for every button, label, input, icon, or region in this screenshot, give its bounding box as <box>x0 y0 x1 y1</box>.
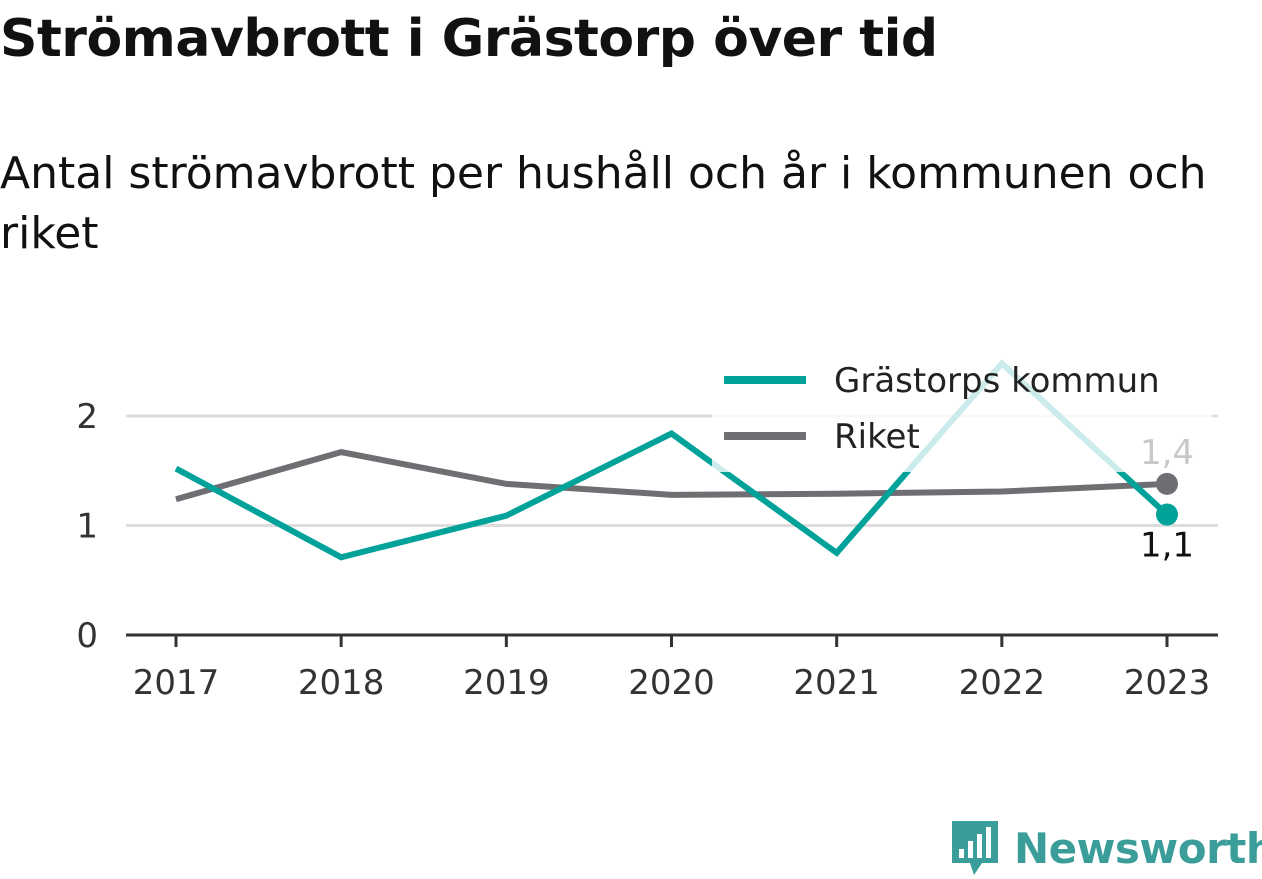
bar-chart-speech-bubble-icon <box>952 821 998 875</box>
x-tick-label: 2017 <box>133 663 220 703</box>
end-point-grastorps-kommun <box>1156 503 1178 526</box>
x-tick-label: 2020 <box>628 663 715 703</box>
end-label-riket: 1,4 <box>1140 433 1194 473</box>
series-line-riket <box>175 449 1168 503</box>
legend-background <box>712 350 1212 472</box>
chart-title: Strömavbrott i Grästorp över tid <box>0 9 938 69</box>
end-point-riket <box>1156 472 1178 495</box>
y-tick-label: 2 <box>76 397 98 437</box>
newsworthy-logo: Newsworthy <box>950 818 1262 878</box>
end-label-grastorps-kommun: 1,1 <box>1140 526 1194 566</box>
x-tick-label: 2023 <box>1124 663 1211 703</box>
x-tick-label: 2022 <box>959 663 1046 703</box>
x-tick-label: 2018 <box>298 663 385 703</box>
chart-subtitle: Antal strömavbrott per hushåll och år i … <box>0 148 1207 259</box>
legend-label: Grästorps kommun <box>834 361 1160 401</box>
brand-name: Newsworthy <box>1014 823 1262 873</box>
x-tick-label: 2021 <box>793 663 880 703</box>
legend-label: Riket <box>834 417 920 457</box>
y-tick-label: 1 <box>76 507 98 547</box>
x-tick-label: 2019 <box>463 663 550 703</box>
y-tick-label: 0 <box>76 616 98 656</box>
